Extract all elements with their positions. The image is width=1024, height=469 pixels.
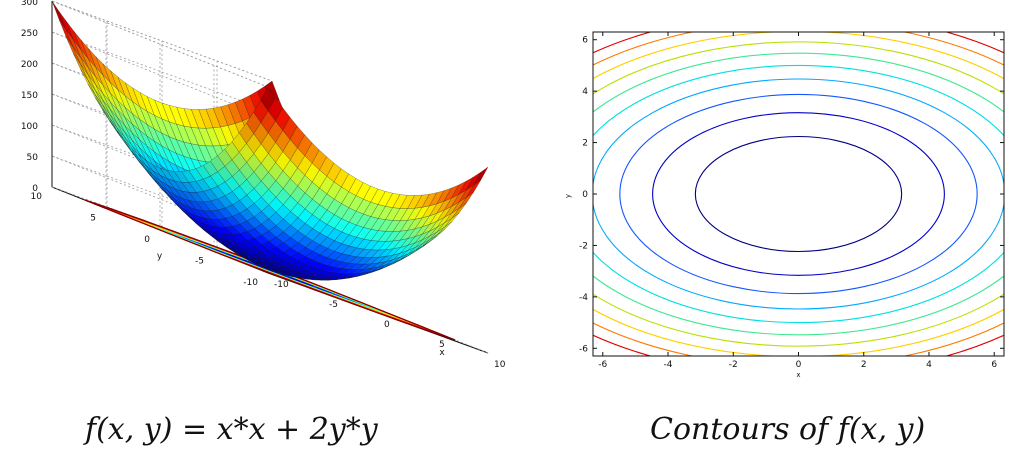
x-tick-label: 6: [991, 360, 997, 370]
y-tick-label: 0: [582, 190, 588, 200]
x-tick-label: 2: [861, 360, 867, 370]
z-tick-label: 50: [27, 153, 39, 163]
surface-plot: 0 50 100 150 200 250 300 -10 -5 0 5 10 -10 -5 0 5 10 x y: [21, 0, 506, 370]
x-tick-label: 10: [494, 360, 506, 370]
plot-area: [593, 32, 1004, 356]
y-tick-label: 2: [582, 139, 588, 149]
z-tick-label: 100: [21, 122, 38, 132]
y-tick-label: 0: [144, 235, 150, 245]
x-tick-label: 0: [796, 360, 802, 370]
contour-plot: -6 -4 -2 0 2 4 6 -6 -4 -2 0 2 4 6 x y: [564, 31, 1005, 379]
x-axis-label: x: [796, 371, 800, 379]
surface-caption: f(x, y) = x*x + 2y*y: [85, 412, 378, 447]
y-tick-label: -4: [579, 293, 588, 303]
contour-line: [652, 112, 945, 276]
x-tick-label: 0: [384, 320, 390, 330]
side-wall-grid: [51, 93, 269, 181]
y-tick-label: -5: [195, 257, 204, 267]
contour-caption: Contours of f(x, y): [650, 412, 926, 447]
contour-lines: [593, 32, 1004, 356]
contour-line: [593, 64, 1004, 324]
x-tick-label: -2: [729, 360, 738, 370]
top-edge: [51, 0, 273, 82]
y-tick-label: 4: [582, 87, 588, 97]
y-tick-label: -2: [579, 241, 588, 251]
y-tick-label: 6: [582, 36, 588, 46]
contour-plot-panel: -6 -4 -2 0 2 4 6 -6 -4 -2 0 2 4 6 x y: [560, 20, 1015, 390]
x-tick-label: -4: [664, 360, 673, 370]
z-tick-label: 300: [21, 0, 38, 8]
y-tick-label: 10: [31, 192, 43, 202]
contour-line: [593, 78, 1004, 310]
contour-line: [593, 52, 1004, 336]
contour-line: [619, 93, 978, 295]
y-axis-label: y: [157, 252, 163, 262]
x-axis-label: x: [439, 348, 445, 358]
contour-line: [593, 41, 1004, 347]
y-tick-label: 5: [90, 214, 96, 224]
side-wall-grid: [51, 155, 269, 243]
x-tick-label: -10: [274, 280, 289, 290]
surface-patch: [51, 0, 67, 31]
x-tick-label: -6: [598, 360, 607, 370]
top-edge: [51, 0, 269, 88]
contour-line: [694, 135, 903, 253]
y-tick-label: -6: [579, 344, 588, 354]
z-tick-label: 0: [32, 184, 38, 194]
z-tick-label: 250: [21, 29, 38, 39]
surface-patch: [473, 166, 489, 186]
y-tick-label: -10: [243, 278, 258, 288]
side-wall-grid: [51, 124, 269, 212]
x-tick-label: 4: [926, 360, 932, 370]
x-tick-label: 5: [439, 340, 445, 350]
z-tick-label: 200: [21, 60, 38, 70]
x-tick-label: -5: [329, 300, 338, 310]
y-axis-label: y: [564, 194, 572, 198]
surface-plot-panel: 0 50 100 150 200 250 300 -10 -5 0 5 10 -10 -5 0 5 10 x y: [0, 0, 515, 390]
side-wall-grid: [51, 31, 269, 119]
z-tick-label: 150: [21, 91, 38, 101]
